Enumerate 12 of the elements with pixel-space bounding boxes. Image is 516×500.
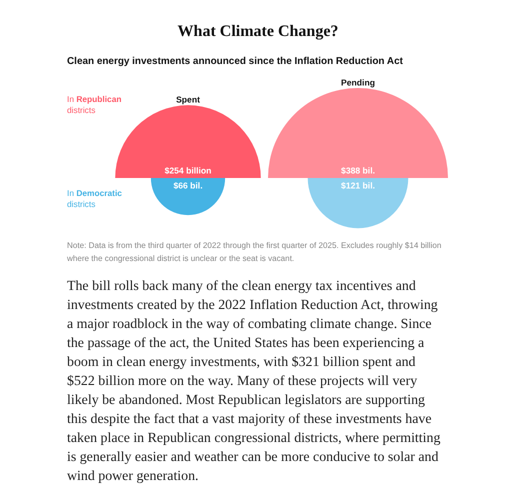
text: Clean energy investments announced since the Inflation Reduction Act xyxy=(67,56,404,67)
data-label: $254 billion xyxy=(164,165,212,176)
category-label: Pending xyxy=(341,77,375,88)
text: In Democratic districts xyxy=(67,188,122,208)
category-label: Spent xyxy=(176,94,200,105)
data-label: $388 bil. xyxy=(341,165,375,176)
text: What Climate Change? xyxy=(176,23,340,41)
text: In Republican districts xyxy=(67,94,122,114)
text: The bill rolls back many of the clean energy tax incentives and investments created by the 2022 Inflation Reduction Act, throwing a major roadblock in the way of combating climate change. Since the passage of the act, the United States has been experiencing a boom in clean energy investments, with $321 billion spent and $522 billion more on the way. Many of these projects will very likely be abandoned. Most Republican legislators are supporting this despite the fact that a vast majority of these investments have taken place in Republican congressional districts, where permitting is generally easier and weather can be more conducive to solar and wind power generation. xyxy=(67,279,440,484)
text: Note: Data is from the third quarter of 2022 through the first quarter of 2025. Excludes roughly $14 billion where the congressional district is unclear or the seat is vacant. xyxy=(67,240,442,265)
data-label: $66 bil. xyxy=(173,180,203,190)
data-label: $121 bil. xyxy=(341,180,375,190)
